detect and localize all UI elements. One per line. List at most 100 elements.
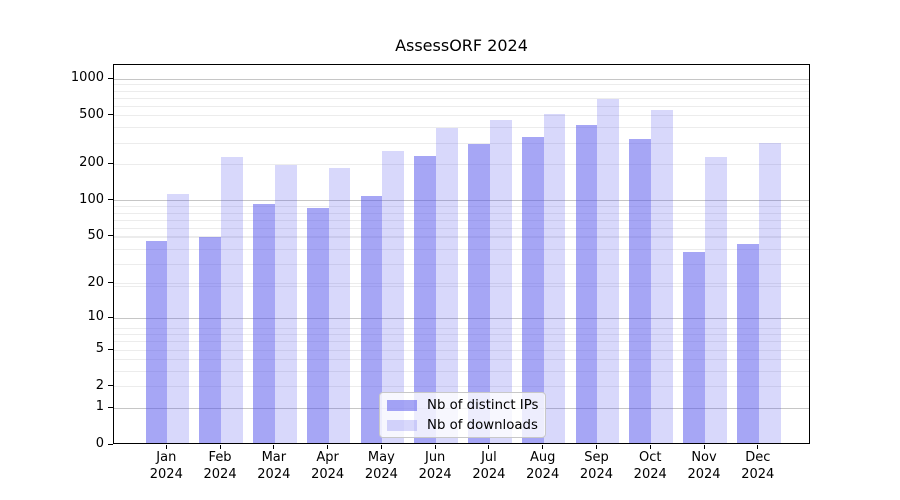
x-tick-month: Sep (584, 450, 609, 465)
gridline (114, 386, 809, 388)
y-tick-mark (108, 348, 113, 350)
x-tick-mark (380, 445, 382, 449)
x-tick-year: 2024 (418, 466, 452, 482)
gridline (114, 97, 809, 99)
x-tick-year: 2024 (203, 466, 237, 482)
x-tick-month: Feb (208, 450, 232, 465)
gridline (114, 163, 809, 165)
x-tick-label: Mar 2024 (246, 450, 302, 483)
x-tick-year: 2024 (687, 466, 721, 482)
gridline (114, 78, 809, 80)
gridline (114, 115, 809, 117)
gridline (114, 283, 809, 285)
y-tick-mark (108, 443, 113, 445)
y-tick-label: 0 (95, 436, 104, 451)
x-tick-year: 2024 (311, 466, 345, 482)
y-tick-mark (108, 406, 113, 408)
gridline (114, 359, 809, 361)
x-tick-year: 2024 (526, 466, 560, 482)
y-tick-label: 200 (79, 155, 104, 171)
bar-distinct-ips-may (360, 195, 383, 443)
x-tick-year: 2024 (633, 466, 667, 482)
y-tick-label: 50 (87, 227, 104, 243)
bar-downloads-dec (758, 143, 781, 443)
y-tick-mark (108, 77, 113, 79)
bar-distinct-ips-aug (521, 136, 544, 443)
x-tick-year: 2024 (257, 466, 291, 482)
gridline (114, 206, 809, 208)
gridline (114, 236, 809, 238)
x-tick-year: 2024 (364, 466, 398, 482)
legend-entry-distinct-ips: Nb of distinct IPs (380, 397, 545, 414)
y-tick-label: 500 (79, 106, 104, 122)
legend-label-distinct-ips: Nb of distinct IPs (427, 397, 539, 413)
y-tick-mark (108, 199, 113, 201)
x-tick-year: 2024 (149, 466, 183, 482)
x-tick-mark (488, 445, 490, 449)
y-tick-label: 100 (79, 191, 104, 207)
x-tick-mark (219, 445, 221, 449)
bar-downloads-jun (436, 128, 458, 443)
gridline (114, 285, 809, 287)
gridline (114, 264, 809, 266)
legend-label-downloads: Nb of downloads (427, 417, 538, 433)
gridline (114, 219, 809, 221)
x-tick-label: Jan 2024 (138, 450, 194, 483)
gridline (114, 349, 809, 351)
x-tick-mark (703, 445, 705, 449)
gridline (114, 142, 809, 144)
x-tick-mark (434, 445, 436, 449)
x-tick-month: Apr (316, 450, 339, 465)
bar-distinct-ips-sep (575, 125, 598, 443)
x-tick-mark (273, 445, 275, 449)
x-tick-label: Feb 2024 (192, 450, 248, 483)
gridline (114, 341, 809, 343)
y-tick-mark (108, 162, 113, 164)
bar-distinct-ips-jan (145, 241, 168, 443)
x-tick-year: 2024 (579, 466, 613, 482)
bar-downloads-nov (705, 156, 727, 443)
x-tick-label: Jul 2024 (461, 450, 517, 483)
y-tick-label: 1000 (70, 70, 104, 86)
bar-downloads-aug (543, 113, 566, 443)
bar-distinct-ips-nov (683, 251, 705, 443)
x-tick-label: Dec 2024 (730, 450, 786, 483)
x-tick-month: Jan (156, 450, 177, 465)
y-tick-mark (108, 114, 113, 116)
x-tick-year: 2024 (741, 466, 775, 482)
y-tick-label: 1 (95, 399, 104, 415)
gridline (114, 249, 809, 251)
bar-downloads-sep (597, 98, 620, 443)
gridline (114, 127, 809, 129)
bar-downloads-feb (221, 157, 243, 443)
legend: Nb of distinct IPs Nb of downloads (379, 392, 546, 438)
y-tick-mark (108, 282, 113, 284)
x-tick-label: Nov 2024 (676, 450, 732, 483)
x-tick-month: Aug (529, 450, 556, 465)
gridline (114, 212, 809, 214)
x-tick-label: May 2024 (353, 450, 409, 483)
bar-distinct-ips-jul (468, 144, 490, 443)
bar-distinct-ips-feb (199, 236, 222, 443)
gridline (114, 334, 809, 336)
bar-downloads-jul (489, 119, 512, 443)
gridline (114, 317, 809, 319)
bar-downloads-mar (274, 164, 297, 443)
bar-distinct-ips-mar (253, 204, 275, 443)
x-tick-month: Nov (691, 450, 717, 465)
y-tick-label: 20 (87, 274, 104, 290)
gridline (114, 200, 809, 202)
x-tick-month: May (367, 450, 395, 465)
bar-downloads-jan (167, 194, 190, 443)
bar-distinct-ips-dec (736, 243, 759, 443)
y-tick-mark (108, 235, 113, 237)
gridline (114, 84, 809, 86)
y-tick-label: 5 (95, 341, 104, 357)
gridline (114, 371, 809, 373)
gridline (114, 90, 809, 92)
x-tick-mark (165, 445, 167, 449)
y-tick-label: 2 (95, 377, 104, 393)
legend-swatch-distinct-ips (387, 399, 417, 411)
x-tick-month: Dec (745, 450, 771, 465)
x-tick-label: Jun 2024 (407, 450, 463, 483)
